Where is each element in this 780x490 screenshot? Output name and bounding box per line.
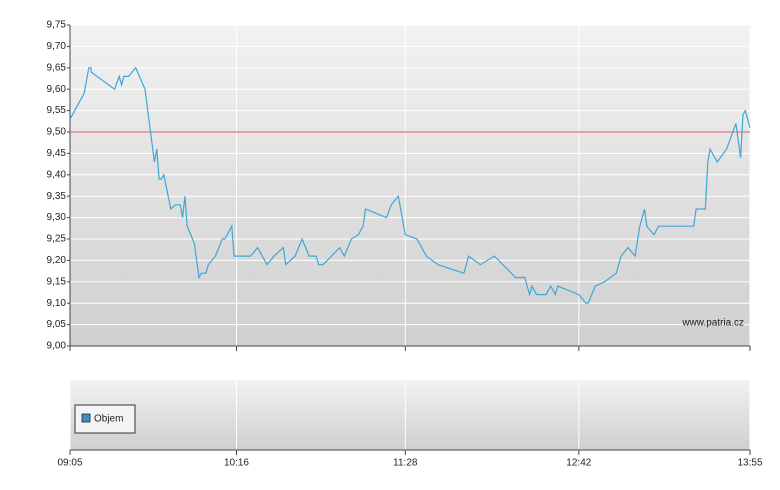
y-tick-label: 9,65 <box>47 62 67 73</box>
legend-swatch <box>81 413 91 423</box>
price-line <box>69 66 751 304</box>
price-panel <box>70 25 750 346</box>
legend-label: Objem <box>94 414 123 425</box>
watermark: www.patria.cz <box>681 318 744 329</box>
y-tick-label: 9,55 <box>47 105 67 116</box>
x-tick-label: 12:42 <box>566 458 591 469</box>
x-tick-label: 09:05 <box>57 458 82 469</box>
y-tick-label: 9,70 <box>47 41 67 52</box>
y-tick-label: 9,30 <box>47 212 67 223</box>
x-tick-label: 13:55 <box>737 458 762 469</box>
y-tick-label: 9,10 <box>47 298 67 309</box>
y-tick-label: 9,15 <box>47 276 67 287</box>
y-tick-label: 9,05 <box>47 319 67 330</box>
x-tick-label: 11:28 <box>393 458 418 469</box>
y-tick-label: 9,35 <box>47 191 67 202</box>
y-tick-label: 9,45 <box>47 148 67 159</box>
x-tick-label: 10:16 <box>224 458 249 469</box>
y-tick-label: 9,75 <box>47 20 67 31</box>
y-tick-label: 9,00 <box>47 341 67 352</box>
y-tick-label: 9,60 <box>47 84 67 95</box>
y-tick-label: 9,20 <box>47 255 67 266</box>
y-tick-label: 9,50 <box>47 127 67 138</box>
y-tick-label: 9,40 <box>47 169 67 180</box>
y-tick-label: 9,25 <box>47 234 67 245</box>
volume-panel <box>70 380 750 450</box>
